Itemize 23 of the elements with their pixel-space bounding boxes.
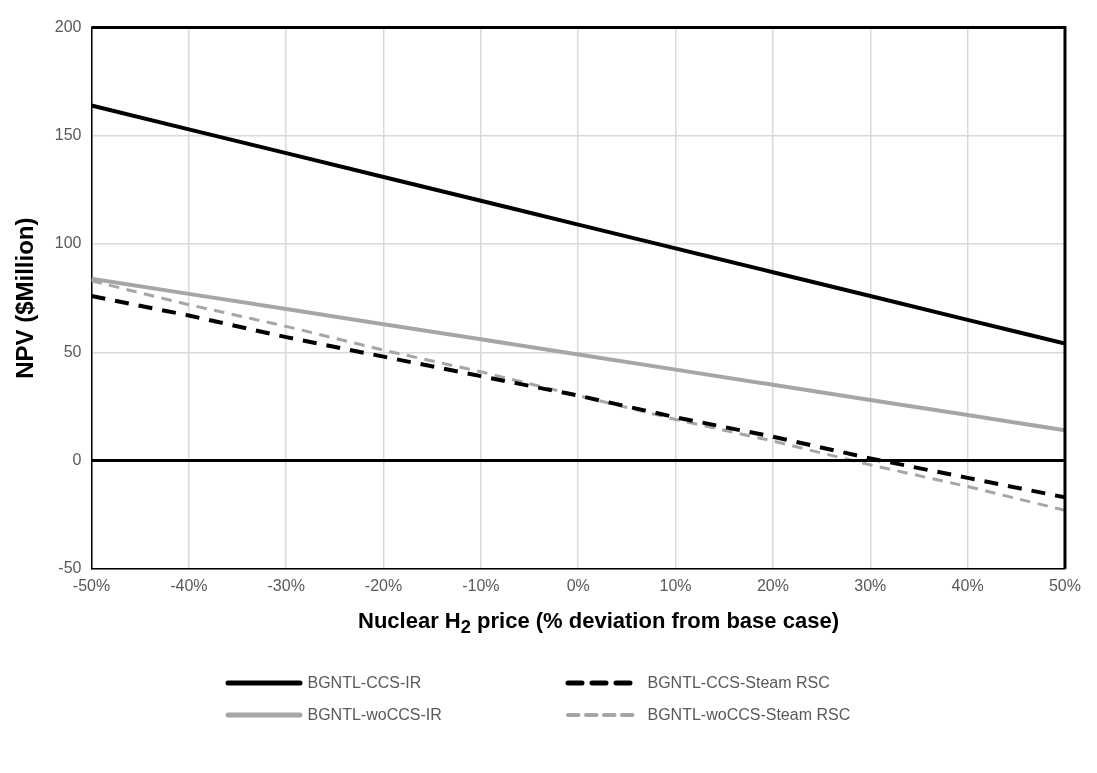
x-tick-label: -40% — [170, 576, 208, 594]
legend-label: BGNTL-CCS-Steam RSC — [647, 674, 830, 693]
y-tick-label: 150 — [54, 126, 82, 144]
y-tick-label: 100 — [54, 234, 82, 252]
legend-label: BGNTL-woCCS-IR — [307, 706, 442, 725]
x-tick-label: -30% — [267, 576, 305, 594]
x-tick-label: 10% — [659, 576, 692, 594]
x-tick-label: -10% — [462, 576, 500, 594]
x-tick-label: 50% — [1048, 576, 1081, 594]
x-tick-label: 30% — [854, 576, 887, 594]
x-tick-label: 0% — [566, 576, 590, 594]
y-tick-label: 0 — [72, 450, 82, 468]
y-axis-title: NPV ($Million) — [11, 217, 39, 379]
x-axis-title: Nuclear H$_{2}$ price (% deviation from base case) — [357, 608, 840, 639]
legend-label: BGNTL-woCCS-Steam RSC — [647, 706, 851, 725]
x-tick-label: -20% — [364, 576, 403, 594]
x-tick-label: -50% — [72, 576, 111, 594]
y-tick-label: -50 — [58, 559, 82, 577]
y-tick-label: 200 — [54, 18, 82, 36]
x-tick-label: 40% — [951, 576, 984, 594]
legend-label: BGNTL-CCS-IR — [307, 674, 422, 693]
x-tick-label: 20% — [756, 576, 789, 594]
y-tick-label: 50 — [63, 342, 82, 360]
